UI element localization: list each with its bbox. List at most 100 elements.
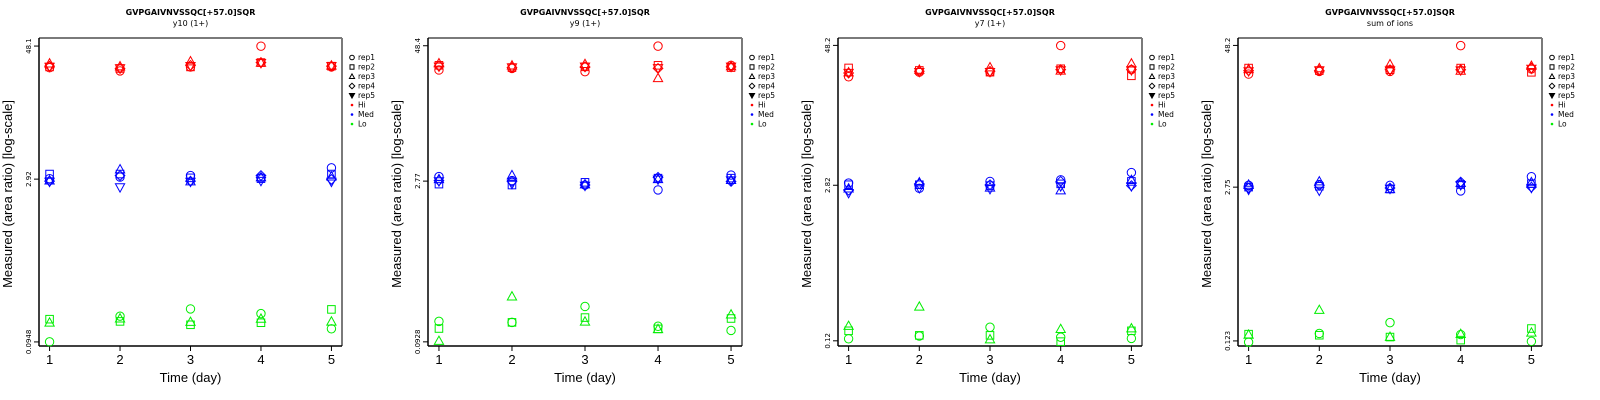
point-hi-rep5-day4 <box>1455 66 1467 77</box>
x-tick-label: 1 <box>46 352 53 367</box>
point-med-rep5-day3 <box>185 177 196 188</box>
point-med-rep3-day4 <box>1055 184 1067 195</box>
legend-diamond-icon <box>348 82 356 90</box>
point-med-rep5-day5 <box>725 176 737 187</box>
chart-subtitle: y9 (1+) <box>570 19 600 28</box>
point-med-rep5-day3 <box>1384 184 1396 195</box>
point-med-rep3-day1 <box>1243 178 1255 189</box>
point-lo-rep1-day4 <box>1055 332 1066 342</box>
y-axis-label: Measured (area ratio) [log-scale] <box>0 100 15 288</box>
point-lo-rep1-day3 <box>185 304 196 314</box>
chart-title: GVPGAIVNVSSQC[+57.0]SQR <box>520 8 650 17</box>
x-tick-label: 1 <box>1245 352 1252 367</box>
legend-label: rep5 <box>758 91 775 100</box>
point-hi-rep1-day1 <box>434 65 444 75</box>
point-lo-rep2-day5 <box>327 305 336 314</box>
point-hi-rep5-day5 <box>1525 64 1537 75</box>
point-med-rep5-day4 <box>255 176 267 187</box>
point-hi-rep1-day4 <box>256 41 266 51</box>
legend-label: rep5 <box>1158 91 1175 100</box>
legend-color-dot-icon <box>1150 113 1154 116</box>
y-tick-label: 0.12 <box>824 333 832 349</box>
series-hi <box>1243 40 1537 79</box>
series-med <box>1243 171 1537 197</box>
point-lo-rep3-day3 <box>984 333 996 344</box>
point-lo-rep3-day4 <box>255 312 267 323</box>
legend-color-dot-icon <box>350 122 354 126</box>
y-tick-label: 48.1 <box>25 38 33 54</box>
legend-label: rep3 <box>358 72 375 81</box>
legend-label: Hi <box>1158 101 1166 110</box>
panel-4: GVPGAIVNVSSQC[+57.0]SQR sum of ions 48.2 2.… <box>1199 8 1575 385</box>
point-med-rep3-day2 <box>1313 175 1325 186</box>
point-hi-rep3-day5 <box>725 60 737 71</box>
legend-label: rep5 <box>1558 91 1575 100</box>
point-med-rep4-day4 <box>255 169 267 182</box>
point-lo-rep1-day4 <box>1455 329 1466 340</box>
x-axis-label: Time (day) <box>554 370 616 385</box>
point-hi-rep3-day3 <box>984 61 996 72</box>
legend-label: Med <box>758 110 774 119</box>
point-lo-rep2-day1 <box>844 326 853 336</box>
point-med-rep5-day2 <box>913 184 925 194</box>
legend-color-dot-icon <box>350 113 354 116</box>
legend-triangle-up-icon <box>1148 72 1156 79</box>
point-med-rep5-day1 <box>843 189 855 199</box>
series-med <box>843 167 1137 199</box>
legend-label: Med <box>358 110 374 119</box>
point-lo-rep2-day5 <box>1527 324 1536 333</box>
point-lo-rep1-day5 <box>326 324 337 334</box>
series-lo <box>843 300 1137 346</box>
y-tick-label: 2.82 <box>824 177 832 193</box>
point-hi-rep1-day4 <box>1055 40 1066 51</box>
point-med-rep1-day5 <box>1126 167 1137 178</box>
legend-label: rep2 <box>758 63 775 72</box>
point-hi-rep2-day5 <box>1127 71 1136 81</box>
legend-label: rep5 <box>358 91 375 100</box>
point-lo-rep3-day4 <box>1055 323 1067 334</box>
point-hi-rep3-day3 <box>185 55 196 66</box>
point-lo-rep1-day3 <box>985 322 995 332</box>
point-med-rep5-day3 <box>579 181 591 192</box>
point-hi-rep5-day1 <box>433 62 445 73</box>
legend-circle-icon <box>349 54 355 61</box>
legend-square-icon <box>749 64 755 70</box>
legend-label: Hi <box>358 101 366 110</box>
chart-title: GVPGAIVNVSSQC[+57.0]SQR <box>925 8 1055 17</box>
y-tick-label: 48.2 <box>1224 38 1232 54</box>
point-med-rep2-day1 <box>434 179 444 189</box>
legend-circle-icon <box>1149 54 1155 61</box>
point-med-rep3-day5 <box>1525 176 1537 187</box>
point-lo-rep3-day1 <box>433 335 445 345</box>
point-lo-rep2-day1 <box>45 314 54 324</box>
point-med-rep5-day1 <box>433 177 445 188</box>
x-tick-label: 3 <box>986 352 993 367</box>
point-lo-rep1-day5 <box>1126 333 1137 344</box>
x-tick-label: 2 <box>916 352 923 367</box>
point-hi-rep1-day4 <box>1455 40 1466 51</box>
point-hi-rep5-day3 <box>579 62 591 73</box>
legend-color-dot-icon <box>1550 113 1554 116</box>
point-hi-rep2-day3 <box>1385 65 1395 75</box>
point-med-rep5-day5 <box>1525 183 1537 194</box>
legend-label: Med <box>1158 110 1174 119</box>
point-lo-rep2-day4 <box>1056 337 1065 346</box>
chart-title: GVPGAIVNVSSQC[+57.0]SQR <box>1325 8 1455 17</box>
point-hi-rep5-day2 <box>1313 66 1325 77</box>
point-med-rep5-day2 <box>1313 186 1325 197</box>
legend-triangle-down-icon <box>748 93 756 100</box>
point-med-rep5-day2 <box>506 179 518 190</box>
legend-label: Lo <box>1558 120 1567 129</box>
point-lo-rep1-day5 <box>1526 336 1537 347</box>
point-lo-rep3-day3 <box>1384 331 1396 341</box>
series-lo <box>1243 304 1537 347</box>
point-med-rep2-day1 <box>844 180 853 190</box>
point-lo-rep2-day3 <box>580 313 590 322</box>
point-lo-rep3-day4 <box>652 323 664 334</box>
x-tick-label: 4 <box>1057 352 1064 367</box>
legend-label: rep2 <box>1558 63 1575 72</box>
point-lo-rep2-day3 <box>985 331 995 340</box>
